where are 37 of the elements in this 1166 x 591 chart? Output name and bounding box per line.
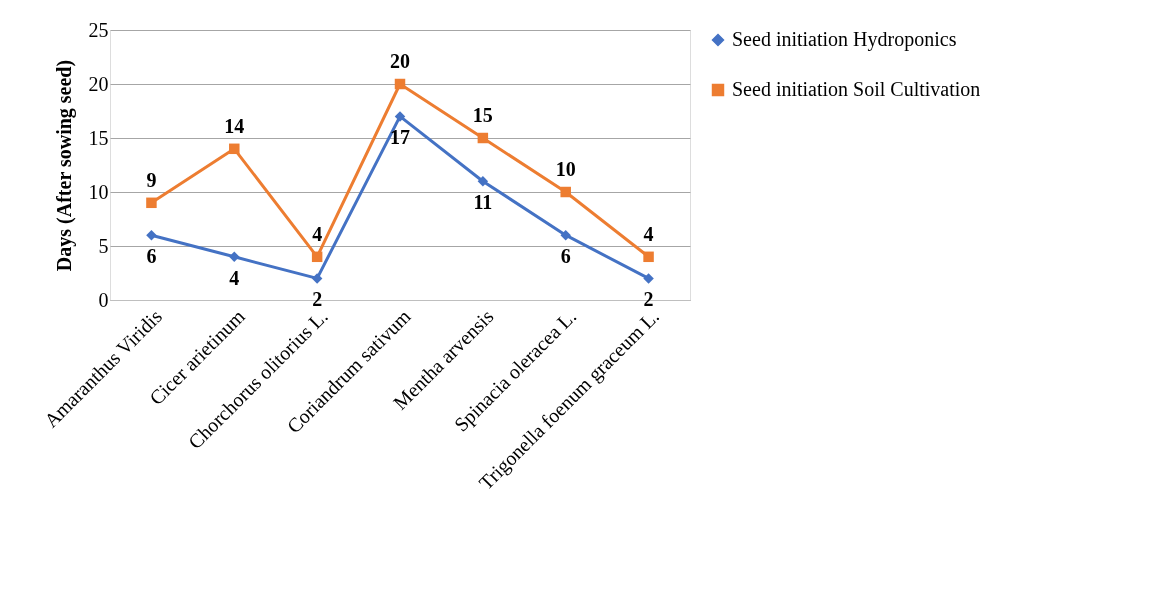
point bbox=[560, 229, 571, 241]
data-label: 4 bbox=[229, 266, 240, 289]
data-label: 4 bbox=[312, 222, 323, 245]
data-label: 4 bbox=[643, 222, 654, 245]
legend-label: Seed initiation Hydroponics bbox=[732, 28, 957, 51]
point bbox=[643, 251, 654, 263]
point bbox=[146, 229, 157, 241]
data-label: 20 bbox=[390, 50, 410, 72]
point bbox=[394, 78, 406, 90]
y-tick-label: 25 bbox=[88, 18, 109, 41]
y-tick-label: 0 bbox=[98, 288, 109, 311]
y-tick-label: 5 bbox=[98, 234, 109, 257]
data-label: 6 bbox=[560, 245, 571, 268]
point bbox=[560, 186, 571, 198]
data-label: 2 bbox=[312, 288, 323, 311]
data-label: 14 bbox=[224, 114, 245, 137]
point bbox=[477, 175, 489, 187]
point bbox=[477, 132, 489, 144]
data-label: 15 bbox=[472, 104, 493, 126]
point bbox=[643, 273, 654, 284]
point bbox=[229, 143, 240, 155]
data-label: 9 bbox=[146, 168, 157, 191]
y-tick-label: 20 bbox=[88, 72, 109, 95]
data-label: 6 bbox=[146, 245, 157, 268]
point bbox=[311, 273, 323, 284]
point bbox=[394, 111, 406, 122]
data-label: 11 bbox=[473, 191, 493, 214]
y-tick-label: 10 bbox=[88, 180, 109, 203]
data-label: 10 bbox=[555, 158, 576, 180]
data-label: 17 bbox=[390, 126, 410, 149]
legend-label: Seed initiation Soil Cultivation bbox=[732, 78, 981, 100]
point bbox=[311, 251, 323, 263]
y-axis-title: Days (After sowing seed) bbox=[52, 59, 76, 272]
point bbox=[229, 251, 240, 263]
point bbox=[146, 197, 157, 209]
data-label: 2 bbox=[643, 288, 654, 311]
y-tick-label: 15 bbox=[88, 126, 109, 149]
